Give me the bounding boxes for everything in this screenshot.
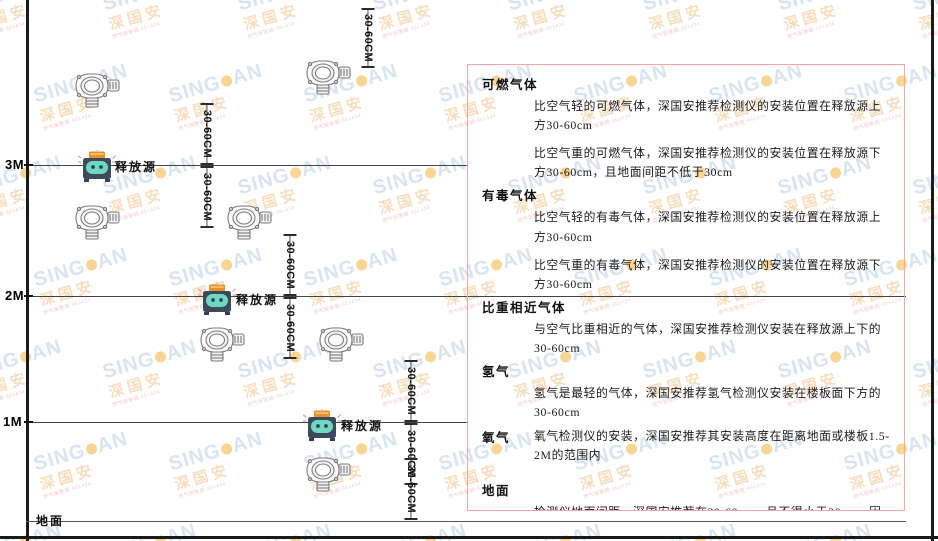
panel-section-text: 与空气比重相近的气体，深国安推荐检测仪安装在释放源上下的30-60cm <box>534 321 882 355</box>
dimension-line <box>410 360 412 422</box>
dimension-label: 30-60CM <box>405 464 417 514</box>
gas-detector-icon <box>297 53 353 106</box>
installation-guide-panel: 可燃气体比空气轻的可燃气体，深国安推荐检测仪的安装位置在释放源上方30-60cm… <box>467 64 905 511</box>
level-label-1m: 1M <box>3 414 23 429</box>
dimension-arrow-top <box>404 423 418 425</box>
dimension-label: 30-60CM <box>362 13 374 63</box>
dimension-line <box>289 297 291 359</box>
dimension-30-60cm: 30-60CM <box>361 8 375 68</box>
dimension-30-60cm: 30-60CM <box>200 103 214 165</box>
release-source-label: 释放源 <box>236 293 279 307</box>
dimension-arrow-bottom <box>200 226 214 228</box>
dimension-30-60cm: 30-60CM <box>404 458 418 520</box>
ground-label: 地面 <box>36 514 65 528</box>
panel-section-heading: 可燃气体 <box>482 78 539 92</box>
dimension-arrow-top <box>283 234 297 236</box>
level-tick <box>24 295 33 297</box>
release-source-label: 释放源 <box>341 419 384 433</box>
gas-source-icon <box>302 407 343 448</box>
dimension-line <box>289 234 291 296</box>
dimension-label: 30-60CM <box>201 109 213 159</box>
dimension-arrow-top <box>404 458 418 460</box>
dimension-30-60cm: 30-60CM <box>283 234 297 296</box>
release-source-label: 释放源 <box>115 160 158 174</box>
dimension-label: 30-60CM <box>284 303 296 353</box>
ground-line <box>26 520 906 522</box>
dimension-label: 30-60CM <box>201 172 213 222</box>
dimension-arrow-bottom <box>361 66 375 68</box>
panel-section-heading: 比重相近气体 <box>482 300 567 315</box>
level-line-1m <box>29 422 467 424</box>
dimension-30-60cm: 30-60CM <box>283 297 297 359</box>
dimension-arrow-top <box>404 360 418 362</box>
level-tick <box>24 164 33 166</box>
gas-source-icon <box>197 281 238 322</box>
dimension-arrow-bottom <box>283 294 297 296</box>
gas-detector-icon <box>66 198 122 251</box>
dimension-label: 30-60CM <box>405 366 417 416</box>
wall-left-border <box>26 0 29 541</box>
gas-detector-icon <box>191 320 247 373</box>
panel-section-text: 氧气检测仪的安装，深国安推荐其安装高度在距离地面或楼板1.5-2M的范围内 <box>534 429 890 463</box>
gas-detector-icon <box>297 450 353 503</box>
panel-section-text: 检测仪地面间距，深国安推荐在30-60cm，且不得小于30cm，因为过低容易水溅… <box>534 503 890 510</box>
level-label-2m: 2M <box>5 288 25 303</box>
dimension-line <box>410 458 412 520</box>
level-line-3m <box>29 165 467 167</box>
dimension-line <box>206 166 208 228</box>
dimension-arrow-bottom <box>404 420 418 422</box>
panel-section-oxygen: 氧气 氧气检测仪的安装，深国安推荐其安装高度在距离地面或楼板1.5-2M的范围内 <box>482 427 890 465</box>
wall-right-border <box>931 0 934 541</box>
panel-section-heading: 地面 <box>482 483 511 498</box>
dimension-line <box>410 423 412 485</box>
dimension-line <box>367 8 369 68</box>
dimension-arrow-top <box>283 297 297 299</box>
panel-section-heading: 氢气 <box>482 365 511 380</box>
panel-section-text: 比空气轻的有毒气体，深国安推荐检测仪的安装位置在释放源上方30-60cm <box>534 210 882 244</box>
panel-section-text: 比空气重的可燃气体，深国安推荐检测仪的安装位置在释放源下方30-60cm，且地面… <box>534 146 882 180</box>
gas-detector-icon <box>310 320 366 373</box>
gas-source-icon <box>77 148 118 189</box>
level-tick <box>24 421 33 423</box>
dimension-arrow-top <box>361 8 375 10</box>
gas-detector-icon <box>218 198 274 251</box>
dimension-arrow-bottom <box>404 518 418 520</box>
level-label-3m: 3M <box>5 157 25 172</box>
dimension-arrow-bottom <box>283 357 297 359</box>
panel-section-text: 氢气是最轻的气体，深国安推荐氢气检测仪安装在楼板面下方的30-60cm <box>534 386 882 420</box>
panel-section-heading: 氧气 <box>482 431 511 446</box>
gas-detector-icon <box>66 66 122 119</box>
panel-section-text: 比空气重的有毒气体，深国安推荐检测仪的安装位置在释放源下方30-60cm <box>534 257 882 291</box>
dimension-arrow-top <box>200 103 214 105</box>
panel-section-heading: 有毒气体 <box>482 189 539 204</box>
dimension-30-60cm: 30-60CM <box>404 360 418 422</box>
dimension-arrow-bottom <box>200 163 214 165</box>
dimension-label: 30-60CM <box>284 240 296 290</box>
dimension-arrow-top <box>200 166 214 168</box>
wall-bottom-border <box>0 536 938 539</box>
dimension-line <box>206 103 208 165</box>
panel-section-text: 比空气轻的可燃气体，深国安推荐检测仪的安装位置在释放源上方30-60cm <box>534 99 882 133</box>
dimension-30-60cm: 30-60CM <box>200 166 214 228</box>
